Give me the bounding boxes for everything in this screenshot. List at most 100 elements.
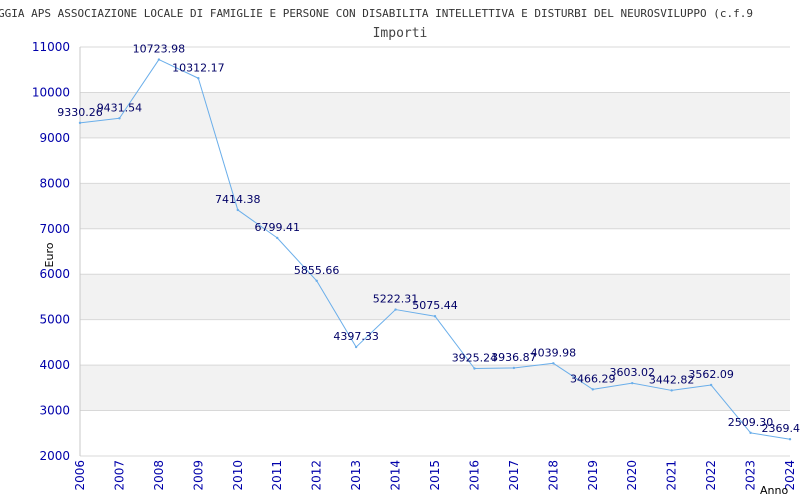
series-line-segment — [592, 382, 633, 390]
series-line-segment — [119, 59, 160, 119]
data-point — [709, 383, 713, 387]
background-band — [80, 92, 790, 138]
data-point — [552, 362, 555, 365]
data-point — [236, 208, 239, 212]
series-line-segment — [276, 237, 318, 282]
data-label: 3466.29 — [570, 372, 616, 385]
data-label: 4039.98 — [531, 346, 577, 359]
x-axis-ticks: 2006 2007 2008 2009 2010 2011 2012 2013 2014 2015… — [73, 460, 797, 491]
series-line-segment — [474, 367, 514, 370]
x-tick-label: 2024 — [783, 460, 797, 491]
data-label: 3925.24 — [452, 352, 498, 365]
y-tick-label: 8000 — [39, 176, 70, 190]
x-tick-label: 2008 — [152, 460, 166, 491]
data-label: 3936.87 — [491, 351, 537, 364]
data-point — [631, 381, 634, 385]
series-line-segment — [158, 59, 199, 79]
y-tick-label: 2000 — [39, 449, 70, 463]
series-line-segment — [79, 117, 120, 124]
y-tick-label: 4000 — [39, 358, 70, 372]
x-tick-label: 2012 — [310, 460, 324, 491]
x-tick-label: 2019 — [586, 460, 600, 491]
series-line-segment — [632, 382, 672, 391]
x-tick-label: 2017 — [507, 460, 521, 491]
y-tick-label: 7000 — [39, 222, 70, 236]
x-tick-label: 2014 — [389, 460, 403, 491]
x-tick-label: 2015 — [428, 460, 442, 491]
data-label: 10723.98 — [133, 43, 186, 56]
series-line-segment — [750, 432, 791, 440]
data-point — [788, 438, 792, 441]
data-point — [78, 121, 82, 125]
data-label: 4397.33 — [333, 330, 379, 343]
y-axis-ticks: 2000 3000 4000 5000 6000 7000 8000 9000 10000 110… — [32, 40, 70, 463]
data-point — [512, 366, 516, 370]
series-line-segment — [434, 315, 475, 369]
x-tick-label: 2021 — [665, 460, 679, 491]
data-point — [394, 308, 397, 311]
x-tick-label: 2022 — [704, 460, 718, 491]
series-line-segment — [395, 309, 436, 317]
series-line-segment — [355, 309, 396, 348]
series-line-segment — [197, 78, 239, 211]
series-line-segment — [553, 362, 594, 390]
chart-subtitle: Importi — [373, 26, 428, 41]
y-axis-label: Euro — [43, 242, 56, 267]
y-tick-label: 3000 — [39, 404, 70, 418]
y-tick-label: 10000 — [32, 85, 70, 99]
gridlines — [79, 46, 790, 457]
data-point — [276, 236, 279, 240]
background-band — [80, 183, 790, 229]
x-tick-label: 2020 — [625, 460, 639, 491]
data-label: 9431.54 — [97, 101, 143, 114]
x-tick-label: 2010 — [231, 460, 245, 491]
background-band — [80, 365, 790, 411]
data-point — [315, 279, 318, 282]
series-lines — [79, 59, 791, 440]
x-tick-label: 2013 — [349, 460, 363, 491]
series-line-segment — [237, 209, 278, 239]
x-tick-label: 2006 — [73, 460, 87, 491]
data-label: 7414.38 — [215, 193, 261, 206]
data-label: 5075.44 — [412, 299, 458, 312]
series-line-segment — [710, 384, 751, 434]
data-point — [591, 388, 594, 391]
y-tick-label: 11000 — [32, 40, 70, 54]
x-tick-label: 2007 — [112, 460, 126, 491]
data-point — [197, 77, 200, 80]
x-tick-label: 2023 — [744, 460, 758, 491]
series-line-segment — [316, 280, 357, 348]
data-label: 2369.4 — [762, 422, 800, 435]
data-point — [157, 58, 161, 61]
data-point — [433, 315, 437, 318]
data-points — [78, 58, 792, 441]
background-band — [80, 274, 790, 320]
data-label: 6799.41 — [254, 221, 300, 234]
series-line-segment — [671, 384, 712, 391]
chart-title: GGIA APS ASSOCIAZIONE LOCALE DI FAMIGLIE… — [0, 7, 753, 20]
y-tick-label: 5000 — [39, 313, 70, 327]
background-bands — [80, 92, 790, 411]
x-tick-label: 2016 — [467, 460, 481, 491]
x-axis-label: Anno — [760, 484, 788, 497]
data-label: 2509.30 — [728, 416, 774, 429]
data-point — [670, 389, 673, 392]
x-tick-label: 2011 — [270, 460, 284, 491]
data-point — [354, 345, 358, 349]
x-tick-label: 2009 — [191, 460, 205, 491]
data-label: 5855.66 — [294, 264, 340, 277]
data-label: 3442.82 — [649, 373, 695, 386]
data-point — [118, 117, 121, 120]
data-label: 5222.31 — [373, 293, 419, 306]
data-label: 10312.17 — [172, 61, 225, 74]
x-tick-label: 2018 — [546, 460, 560, 491]
data-point — [473, 367, 476, 370]
series-line-segment — [513, 362, 554, 369]
data-label: 3603.02 — [609, 366, 655, 379]
y-tick-label: 9000 — [39, 131, 70, 145]
data-label: 9330.26 — [57, 106, 103, 119]
data-label: 3562.09 — [688, 368, 734, 381]
data-point — [749, 431, 752, 435]
